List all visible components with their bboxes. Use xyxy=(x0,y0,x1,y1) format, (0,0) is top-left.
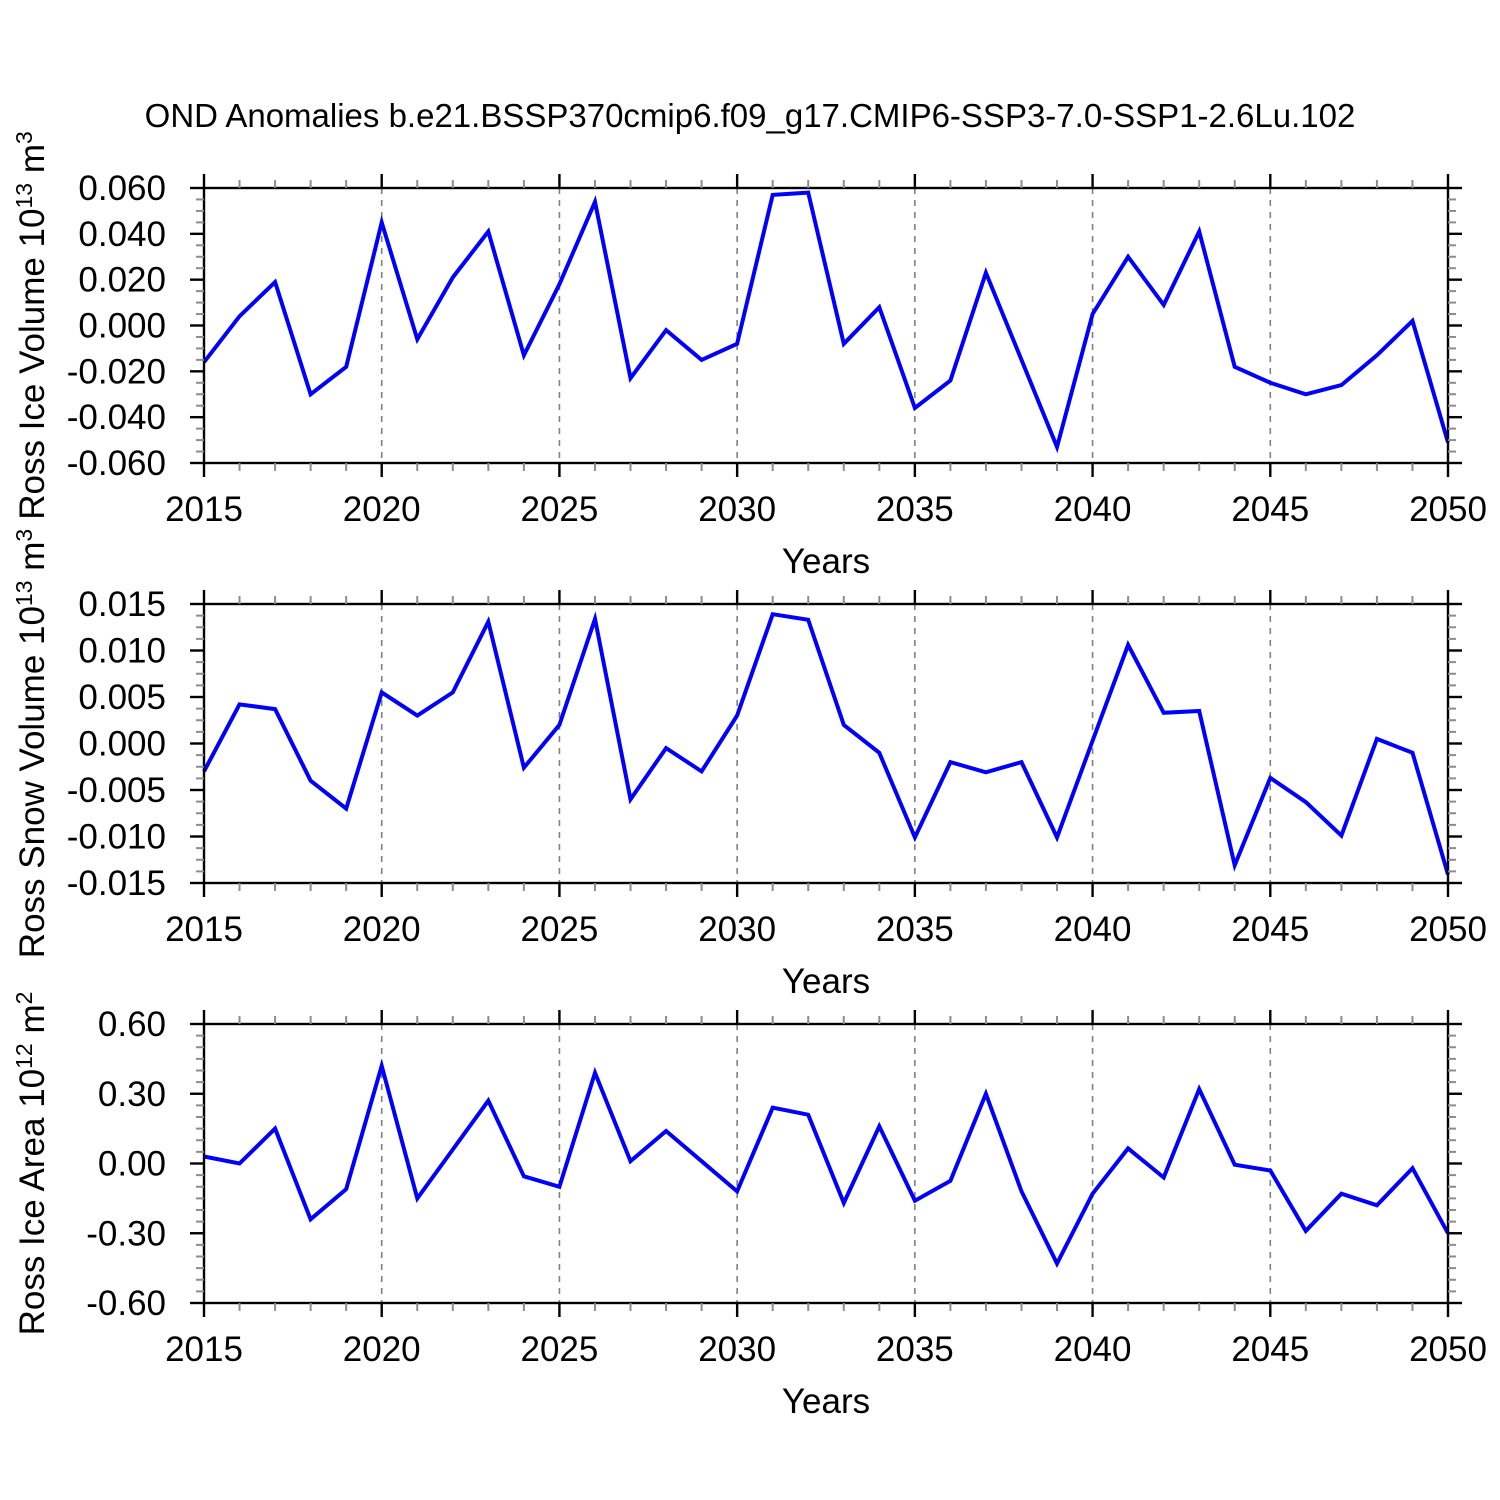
y-tick-label: 0.000 xyxy=(78,725,166,764)
x-tick-label: 2035 xyxy=(876,910,954,949)
y-tick-label: -0.010 xyxy=(67,818,166,857)
y-tick-label: -0.30 xyxy=(86,1214,166,1253)
y-tick-label: 0.00 xyxy=(98,1145,166,1184)
y-tick-label: 0.010 xyxy=(78,632,166,671)
y-axis-title: Ross Snow Volume 1013 m3 xyxy=(11,529,52,958)
x-tick-label: 2025 xyxy=(520,910,598,949)
y-tick-label: 0.060 xyxy=(78,169,166,208)
x-axis-title: Years xyxy=(782,962,870,1001)
x-tick-label: 2045 xyxy=(1231,1330,1309,1369)
x-tick-label: 2020 xyxy=(343,1330,421,1369)
x-tick-label: 2030 xyxy=(698,1330,776,1369)
x-tick-label: 2050 xyxy=(1409,490,1487,529)
data-line-ross-snow-volume xyxy=(202,611,1450,876)
y-tick-label: -0.005 xyxy=(67,771,166,810)
x-tick-label: 2020 xyxy=(343,910,421,949)
y-tick-label: 0.040 xyxy=(78,215,166,254)
x-tick-label: 2015 xyxy=(165,910,243,949)
y-tick-label: 0.005 xyxy=(78,678,166,717)
x-tick-label: 2020 xyxy=(343,490,421,529)
y-axis-title: Ross Ice Area 1012 m2 xyxy=(11,992,52,1336)
x-tick-label: 2030 xyxy=(698,910,776,949)
y-tick-label: -0.015 xyxy=(67,864,166,903)
x-tick-label: 2025 xyxy=(520,490,598,529)
x-tick-label: 2040 xyxy=(1054,490,1132,529)
data-line-ross-ice-volume xyxy=(202,190,1450,454)
y-tick-label: -0.60 xyxy=(86,1284,166,1323)
y-tick-label: -0.020 xyxy=(67,352,166,391)
y-tick-label: 0.020 xyxy=(78,261,166,300)
y-tick-label: 0.60 xyxy=(98,1005,166,1044)
x-tick-label: 2035 xyxy=(876,490,954,529)
subplot-ross-ice-volume: 0.060 0.040 0.020 0.000 -0.020 -0.040 -0.060 20… xyxy=(11,131,1487,581)
x-tick-label: 2035 xyxy=(876,1330,954,1369)
x-tick-label: 2030 xyxy=(698,490,776,529)
y-tick-label: -0.040 xyxy=(67,398,166,437)
subplot-ross-ice-area: 0.60 0.30 0.00 -0.30 -0.60 2015 2020 2025 2030 20… xyxy=(11,992,1487,1421)
x-tick-label: 2050 xyxy=(1409,1330,1487,1369)
data-line-ross-ice-area xyxy=(203,1058,1450,1268)
y-tick-label: 0.015 xyxy=(78,585,166,624)
x-tick-label: 2040 xyxy=(1054,910,1132,949)
y-tick-label: 0.000 xyxy=(78,307,166,346)
x-tick-label: 2040 xyxy=(1054,1330,1132,1369)
x-tick-label: 2025 xyxy=(520,1330,598,1369)
x-tick-label: 2015 xyxy=(165,490,243,529)
frame xyxy=(202,602,1450,885)
x-tick-label: 2050 xyxy=(1409,910,1487,949)
frame xyxy=(202,186,1450,465)
y-axis-title: Ross Ice Volume 1013 m3 xyxy=(11,131,52,520)
chart-title: OND Anomalies b.e21.BSSP370cmip6.f09_g17… xyxy=(144,97,1356,134)
subplot-ross-snow-volume: 0.015 0.010 0.005 0.000 -0.005 -0.010 -0.015 20… xyxy=(11,529,1487,1001)
x-axis-title: Years xyxy=(782,1382,870,1421)
x-tick-label: 2015 xyxy=(165,1330,243,1369)
x-tick-label: 2045 xyxy=(1231,490,1309,529)
x-tick-label: 2045 xyxy=(1231,910,1309,949)
x-axis-title: Years xyxy=(782,542,870,581)
y-tick-label: 0.30 xyxy=(98,1075,166,1114)
y-tick-label: -0.060 xyxy=(67,444,166,483)
